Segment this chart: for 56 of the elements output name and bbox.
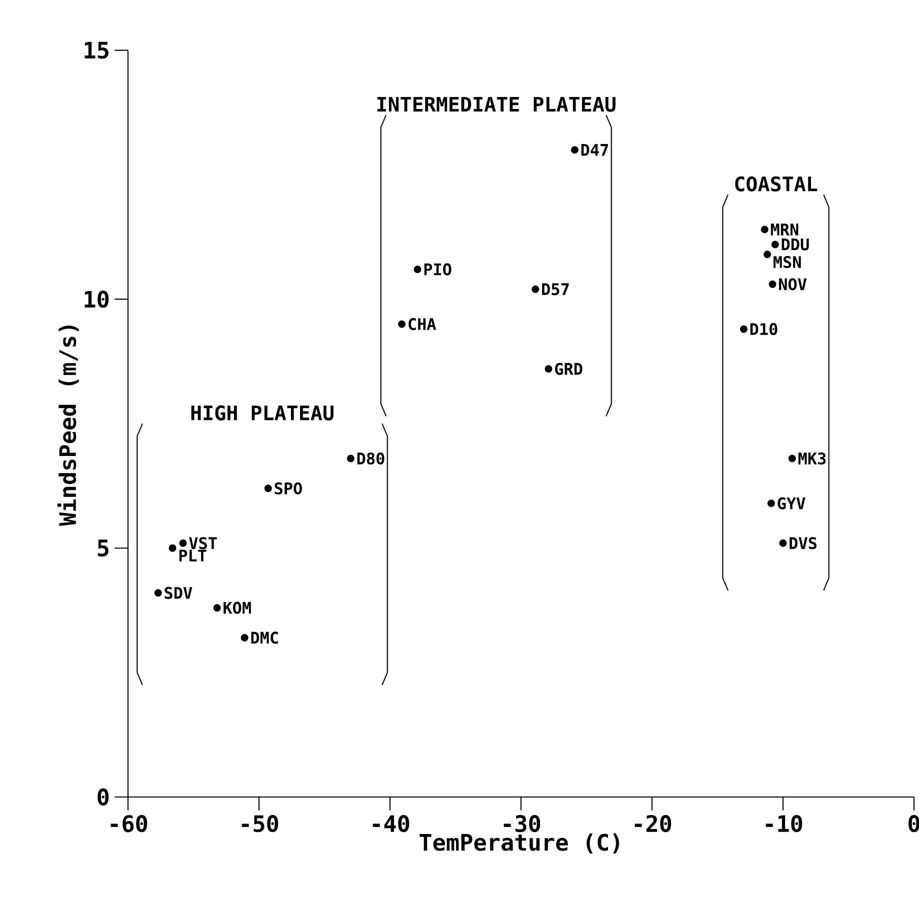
annotation: VST (189, 537, 217, 550)
point (532, 286, 540, 293)
point (398, 320, 406, 328)
point (768, 280, 776, 288)
y-axis-title: WindsPeed (m/s) (57, 326, 79, 526)
annotation: DMC (251, 632, 278, 644)
point (179, 539, 187, 547)
x-tick-label: -60 (110, 815, 148, 832)
point (760, 226, 768, 234)
annotation: PIO (424, 263, 452, 276)
point (414, 266, 422, 274)
x-tick-label: -20 (634, 815, 672, 832)
x-tick-label: 0 (908, 815, 919, 832)
point (168, 544, 176, 552)
annotation: D80 (357, 452, 384, 465)
annotation: MRN (770, 224, 798, 236)
annotation: GYV (778, 497, 806, 510)
y-tick-label: 10 (84, 290, 109, 308)
annotation: MK3 (798, 452, 826, 465)
annotation: D10 (750, 323, 778, 336)
point (264, 484, 272, 492)
x-axis-title: TemPerature (C) (420, 833, 620, 854)
y-tick-label: 15 (84, 42, 108, 59)
text: COASTAL (735, 176, 818, 192)
point (764, 250, 772, 258)
text: INTERMEDIATE PLATEAU (377, 96, 616, 112)
annotation: MSN (774, 256, 801, 268)
annotation: NOV (779, 278, 807, 290)
point (154, 589, 162, 597)
x-tick-label: -10 (766, 815, 802, 832)
annotation: DDU (782, 238, 809, 250)
series-label: HIGH PLATEAU (191, 405, 334, 420)
point (544, 365, 552, 373)
point (771, 240, 779, 248)
annotation: DVS (790, 537, 817, 550)
y-tick-label: 5 (98, 540, 108, 557)
x-tick-label: -50 (242, 815, 278, 832)
point (740, 325, 748, 333)
point (213, 604, 221, 612)
point (779, 539, 787, 547)
annotation: SDV (164, 586, 192, 599)
point (570, 146, 578, 154)
annotation: GRD (555, 362, 582, 375)
annotation: KOM (224, 602, 251, 614)
annotation: PLT (179, 550, 206, 562)
y-tick-label: 0 (98, 788, 109, 806)
point (767, 500, 775, 508)
x-tick-label: -30 (504, 815, 540, 832)
x-tick-label: -40 (372, 815, 410, 832)
annotation: D47 (581, 144, 608, 156)
point (240, 634, 248, 642)
point (788, 454, 796, 462)
annotation: SPO (274, 482, 302, 494)
annotation: D57 (542, 283, 569, 296)
point (346, 454, 354, 462)
annotation: CHA (408, 318, 436, 330)
